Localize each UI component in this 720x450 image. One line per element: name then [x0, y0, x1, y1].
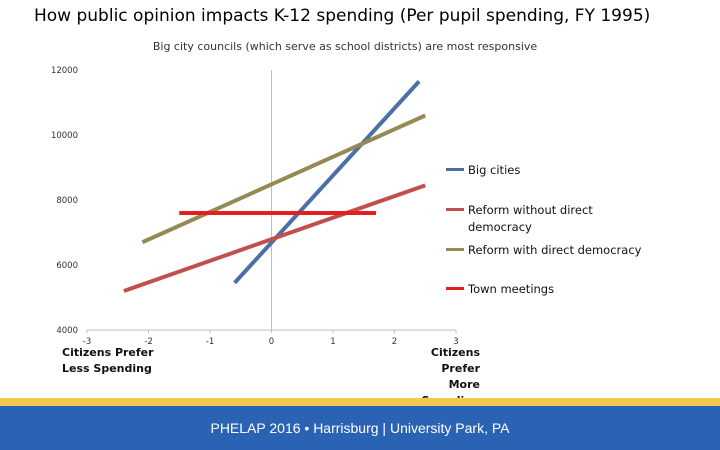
- y-tick-label: 12000: [51, 66, 78, 76]
- annotation-less-spending-line1: Citizens Prefer: [62, 346, 154, 359]
- slide-title: How public opinion impacts K-12 spending…: [34, 6, 651, 26]
- legend-item-town-meetings: Town meetings: [446, 281, 658, 298]
- legend-label-big-cities: Big cities: [468, 163, 521, 177]
- legend-label-town-meetings: Town meetings: [468, 282, 555, 296]
- annotation-less-spending: Citizens Prefer Less Spending: [62, 345, 154, 377]
- legend-item-reform-with-direct-democracy: Reform with direct democracy: [446, 242, 658, 259]
- x-tick-label: 3: [453, 337, 458, 347]
- series-line-reform-with-direct-democracy: [141, 113, 427, 245]
- legend-swatch-big-cities: [446, 168, 464, 171]
- y-tick-label: 6000: [56, 261, 78, 271]
- series-line-big-cities: [233, 80, 421, 285]
- chart-series: [123, 80, 427, 293]
- legend-label-reform-without-direct-democracy: Reform without direct democracy: [468, 203, 593, 234]
- x-tick-label: 1: [330, 337, 335, 347]
- x-tick-label: -1: [206, 337, 214, 347]
- legend-swatch-reform-without-direct-democracy: [446, 208, 464, 211]
- x-tick-label: -2: [144, 337, 152, 347]
- footer-text: PHELAP 2016 • Harrisburg | University Pa…: [210, 420, 510, 436]
- annotation-less-spending-line2: Less Spending: [62, 362, 152, 375]
- x-tick-label: 0: [269, 337, 274, 347]
- footer-bar: PHELAP 2016 • Harrisburg | University Pa…: [0, 406, 720, 450]
- legend-item-big-cities: Big cities: [446, 162, 658, 179]
- y-tick-label: 10000: [51, 131, 78, 141]
- legend-item-reform-without-direct-democracy: Reform without direct democracy: [446, 202, 658, 236]
- y-tick-label: 8000: [56, 196, 78, 206]
- chart-axes: -3 -2 -1 0 1 2 3 4000 6000 8000 10000 12000: [51, 66, 459, 347]
- legend-swatch-town-meetings: [446, 287, 464, 290]
- chart-title: Big city councils (which serve as school…: [152, 40, 538, 53]
- series-line-reform-without-direct-democracy: [123, 183, 426, 293]
- y-tick-label: 4000: [56, 326, 78, 336]
- x-tick-label: 2: [392, 337, 397, 347]
- line-chart: -3 -2 -1 0 1 2 3 4000 6000 8000 10000 12000: [51, 66, 459, 347]
- legend-swatch-reform-with-direct-democracy: [446, 248, 464, 251]
- footer-accent-bar: [0, 398, 720, 406]
- annotation-more-spending-line1: Citizens Prefer: [430, 346, 480, 375]
- x-tick-label: -3: [83, 337, 91, 347]
- legend-label-reform-with-direct-democracy: Reform with direct democracy: [468, 243, 642, 257]
